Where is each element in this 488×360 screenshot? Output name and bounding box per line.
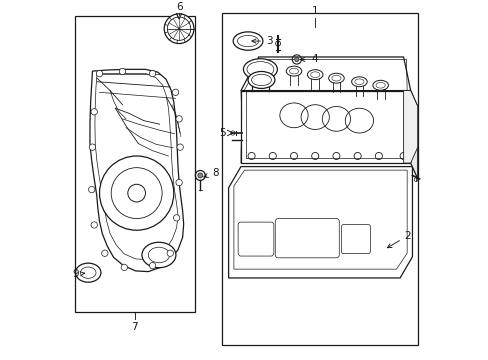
Circle shape (100, 156, 173, 230)
Circle shape (173, 215, 180, 221)
Text: 4: 4 (300, 54, 317, 64)
Ellipse shape (243, 59, 277, 80)
Circle shape (89, 144, 96, 150)
Ellipse shape (285, 66, 301, 76)
Ellipse shape (142, 242, 176, 268)
Polygon shape (90, 69, 183, 271)
Bar (221, 13, 417, 345)
Ellipse shape (247, 72, 274, 89)
Circle shape (119, 68, 125, 75)
Circle shape (127, 184, 145, 202)
Bar (75, 16, 195, 311)
Circle shape (176, 179, 182, 186)
Polygon shape (241, 57, 410, 91)
Text: 3: 3 (251, 36, 272, 46)
Polygon shape (410, 91, 417, 179)
Circle shape (91, 222, 97, 228)
Polygon shape (228, 167, 411, 278)
Circle shape (176, 116, 182, 122)
Circle shape (172, 89, 179, 95)
Ellipse shape (307, 70, 323, 80)
Text: 9: 9 (72, 269, 84, 279)
Circle shape (167, 250, 173, 256)
Circle shape (91, 109, 97, 115)
Ellipse shape (328, 73, 344, 83)
Text: 1: 1 (311, 6, 318, 15)
Text: 6: 6 (175, 2, 182, 12)
Circle shape (177, 144, 183, 150)
Circle shape (149, 71, 155, 77)
Text: 8: 8 (203, 168, 218, 177)
Circle shape (102, 250, 108, 256)
Text: 2: 2 (386, 230, 410, 248)
Circle shape (294, 57, 298, 62)
Circle shape (198, 173, 203, 178)
Text: 5: 5 (219, 128, 225, 138)
Circle shape (149, 262, 155, 269)
Circle shape (121, 264, 127, 271)
Polygon shape (403, 91, 417, 163)
Circle shape (96, 71, 102, 77)
Ellipse shape (351, 77, 366, 87)
Ellipse shape (372, 80, 387, 90)
Polygon shape (241, 91, 410, 163)
Text: 7: 7 (131, 322, 138, 332)
Circle shape (88, 186, 95, 193)
Circle shape (164, 14, 194, 44)
